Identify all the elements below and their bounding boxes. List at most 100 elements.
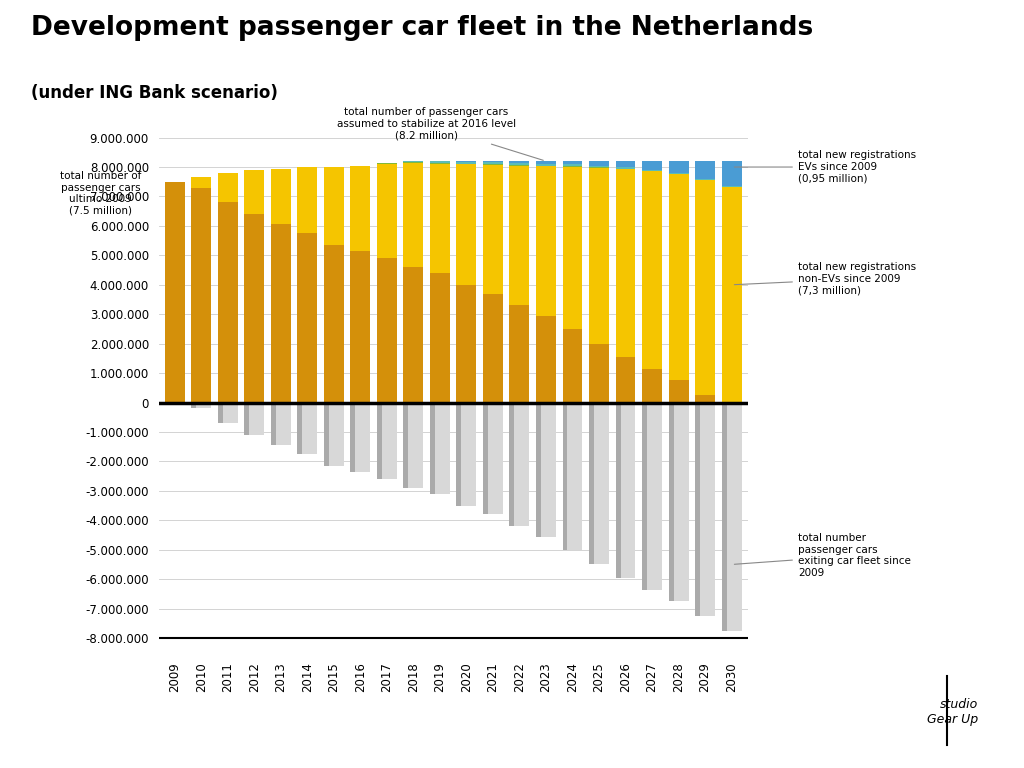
Bar xyxy=(562,164,583,167)
Bar xyxy=(695,396,715,402)
Bar xyxy=(722,187,741,402)
Bar xyxy=(403,402,423,488)
Text: (under ING Bank scenario): (under ING Bank scenario) xyxy=(31,84,278,102)
Bar xyxy=(245,170,264,214)
Bar xyxy=(562,402,567,550)
Bar xyxy=(695,161,715,179)
Bar xyxy=(350,251,371,402)
Bar xyxy=(457,285,476,402)
Bar xyxy=(350,166,371,251)
Bar xyxy=(695,180,715,396)
Bar xyxy=(562,402,583,550)
Text: total number
passenger cars
exiting car fleet since
2009: total number passenger cars exiting car … xyxy=(734,533,910,578)
Bar xyxy=(245,402,249,435)
Bar xyxy=(510,306,529,402)
Bar xyxy=(562,167,583,329)
Bar xyxy=(483,165,503,293)
Bar xyxy=(669,380,688,402)
Bar xyxy=(536,402,556,537)
Bar xyxy=(642,369,662,402)
Text: Development passenger car fleet in the Netherlands: Development passenger car fleet in the N… xyxy=(31,15,813,41)
Bar xyxy=(536,166,556,316)
Bar xyxy=(430,402,450,494)
Bar xyxy=(695,402,715,616)
Bar xyxy=(589,166,609,167)
Bar xyxy=(245,214,264,402)
Bar xyxy=(377,402,382,479)
Bar xyxy=(297,233,317,402)
Bar xyxy=(165,182,184,402)
Bar xyxy=(510,161,529,163)
Bar xyxy=(457,402,462,505)
Bar xyxy=(722,402,727,631)
Bar xyxy=(377,164,396,258)
Bar xyxy=(483,161,503,162)
Bar xyxy=(403,267,423,402)
Bar xyxy=(562,161,583,164)
Bar xyxy=(430,163,450,164)
Text: total number of
passenger cars
ultimo 2009
(7.5 million): total number of passenger cars ultimo 20… xyxy=(59,171,141,216)
Text: total number of passenger cars
assumed to stabilize at 2016 level
(8.2 million): total number of passenger cars assumed t… xyxy=(337,108,544,161)
Bar xyxy=(457,164,476,285)
Bar xyxy=(589,402,609,564)
Bar xyxy=(377,402,396,479)
Bar xyxy=(430,273,450,402)
Bar xyxy=(722,402,741,631)
Bar xyxy=(695,402,700,616)
Bar xyxy=(589,402,594,564)
Bar xyxy=(457,162,476,164)
Bar xyxy=(245,402,264,435)
Bar xyxy=(297,402,302,454)
Bar xyxy=(430,164,450,273)
Bar xyxy=(191,177,211,187)
Bar xyxy=(297,167,317,233)
Text: total new registrations
EVs since 2009
(0,95 million): total new registrations EVs since 2009 (… xyxy=(734,151,916,184)
Bar xyxy=(669,402,674,601)
Bar xyxy=(191,402,211,409)
Bar xyxy=(722,161,741,186)
Bar xyxy=(324,402,329,466)
Bar xyxy=(324,167,344,245)
Bar xyxy=(218,203,238,402)
Bar xyxy=(270,168,291,224)
Bar xyxy=(430,402,435,494)
Bar xyxy=(350,402,355,472)
Bar xyxy=(615,161,636,167)
Bar xyxy=(615,167,636,169)
Bar xyxy=(669,173,688,174)
Bar xyxy=(615,402,636,578)
Bar xyxy=(324,402,344,466)
Bar xyxy=(510,163,529,165)
Bar xyxy=(589,161,609,166)
Bar xyxy=(589,344,609,402)
Bar xyxy=(642,402,662,590)
Bar xyxy=(270,224,291,402)
Bar xyxy=(615,169,636,357)
Bar xyxy=(218,173,238,203)
Bar xyxy=(403,162,423,163)
Bar xyxy=(324,245,344,402)
Bar xyxy=(562,329,583,402)
Bar xyxy=(669,174,688,380)
Bar xyxy=(403,163,423,267)
Bar xyxy=(270,402,275,445)
Bar xyxy=(377,258,396,402)
Bar xyxy=(615,402,621,578)
Bar xyxy=(510,166,529,306)
Bar xyxy=(270,402,291,445)
Bar xyxy=(615,357,636,402)
Bar xyxy=(457,402,476,505)
Bar xyxy=(483,162,503,164)
Bar xyxy=(642,161,662,170)
Bar xyxy=(642,402,647,590)
Text: studio
Gear Up: studio Gear Up xyxy=(927,698,978,726)
Bar xyxy=(589,167,609,344)
Bar xyxy=(350,402,371,472)
Text: total new registrations
non-EVs since 2009
(7,3 million): total new registrations non-EVs since 20… xyxy=(734,263,916,296)
Bar xyxy=(483,402,487,515)
Bar xyxy=(403,402,409,488)
Bar xyxy=(536,164,556,166)
Bar xyxy=(191,187,211,402)
Bar xyxy=(536,316,556,402)
Bar xyxy=(669,402,688,601)
